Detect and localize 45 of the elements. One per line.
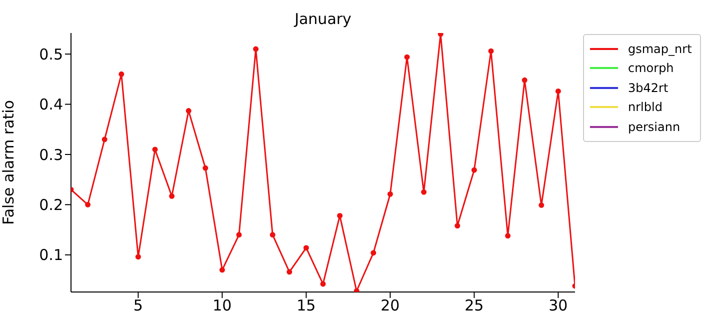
point: [135, 254, 141, 260]
point: [219, 267, 225, 273]
point: [505, 233, 511, 239]
point: [387, 191, 393, 197]
point: [186, 108, 192, 114]
x-tick-label: 5: [133, 296, 143, 315]
point: [421, 189, 427, 195]
point: [404, 54, 410, 60]
point: [152, 146, 158, 152]
point: [454, 222, 460, 228]
point: [303, 245, 309, 251]
point: [488, 48, 494, 54]
point: [85, 202, 91, 208]
y-tick-label: 0.4: [39, 96, 63, 114]
point: [370, 250, 376, 256]
point: [337, 212, 343, 218]
point: [538, 202, 544, 208]
x-tick-label: 25: [464, 296, 484, 315]
y-axis-title: False alarm ratio: [0, 100, 18, 225]
legend-label: persiann: [628, 120, 680, 134]
y-tick-label: 0.3: [39, 146, 63, 164]
point: [320, 281, 326, 287]
legend-label: gsmap_nrt: [628, 42, 692, 56]
y-tick-label: 0.1: [39, 246, 63, 264]
x-tick-label: 15: [296, 296, 316, 315]
chart-title: January: [292, 10, 352, 28]
x-tick-label: 10: [212, 296, 232, 315]
legend-label: cmorph: [628, 61, 674, 76]
point: [471, 167, 477, 173]
point: [102, 136, 108, 142]
point: [202, 165, 208, 171]
point: [169, 193, 175, 199]
point: [555, 88, 561, 94]
point: [522, 77, 528, 83]
x-tick-label: 30: [548, 296, 568, 315]
x-tick-label: 20: [380, 296, 400, 315]
point: [118, 71, 124, 77]
point: [236, 232, 242, 238]
legend-label: nrlbld: [628, 100, 662, 114]
y-tick-label: 0.2: [39, 196, 63, 214]
y-tick-label: 0.5: [39, 45, 63, 64]
point: [286, 269, 292, 275]
point: [270, 232, 276, 238]
point: [253, 46, 259, 52]
legend-label: 3b42rt: [628, 80, 668, 95]
